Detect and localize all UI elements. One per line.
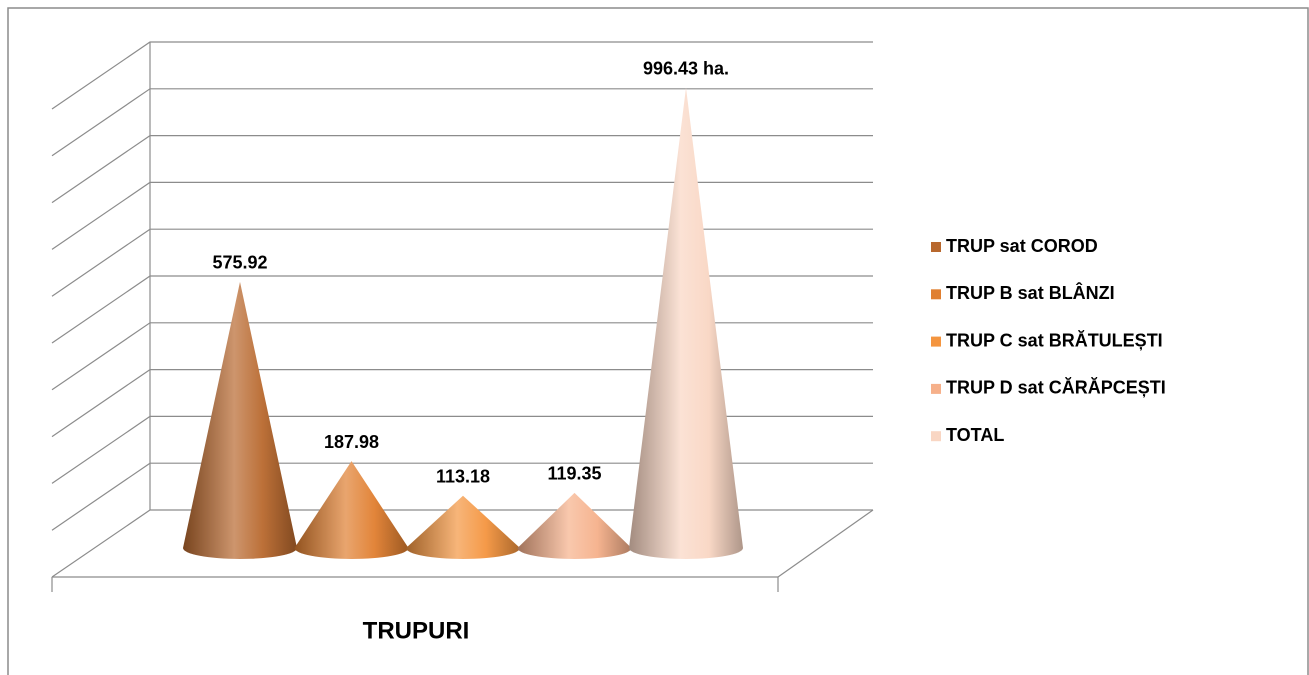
grid-line xyxy=(51,369,873,438)
chart-frame xyxy=(7,7,1309,675)
legend-label: TRUP D sat CĂRĂPCEȘTI xyxy=(946,377,1166,398)
grid-line xyxy=(51,415,873,484)
legend-swatch xyxy=(931,383,941,394)
grid-line xyxy=(51,88,873,157)
legend-swatch xyxy=(931,242,941,252)
grid-line xyxy=(51,181,873,250)
legend-label: TRUP C sat BRĂTULEȘTI xyxy=(946,329,1163,350)
data-label: 575.92 xyxy=(212,253,267,273)
grid-line xyxy=(51,322,873,391)
cone xyxy=(183,281,297,559)
grid-line xyxy=(51,228,873,297)
data-label: 113.18 xyxy=(436,466,490,486)
grid-line xyxy=(51,462,873,531)
legend-label: TRUP sat COROD xyxy=(946,236,1098,256)
data-label: 996.43 ha. xyxy=(643,58,729,78)
grid-line xyxy=(51,135,873,204)
cone xyxy=(517,492,632,559)
data-label: 187.98 xyxy=(324,432,379,452)
cone xyxy=(406,495,520,559)
legend-swatch xyxy=(931,336,941,347)
grid-line xyxy=(51,41,873,110)
x-tick-label: TRUPURI xyxy=(363,617,470,644)
cone xyxy=(294,461,409,559)
legend-swatch xyxy=(931,289,941,300)
cone xyxy=(629,87,743,559)
legend-label: TOTAL xyxy=(946,425,1004,445)
legend-label: TRUP B sat BLÂNZI xyxy=(946,282,1115,303)
grid-line xyxy=(51,509,873,578)
grid-line xyxy=(51,275,873,344)
data-label: 119.35 xyxy=(547,464,601,484)
legend-swatch xyxy=(931,431,941,442)
